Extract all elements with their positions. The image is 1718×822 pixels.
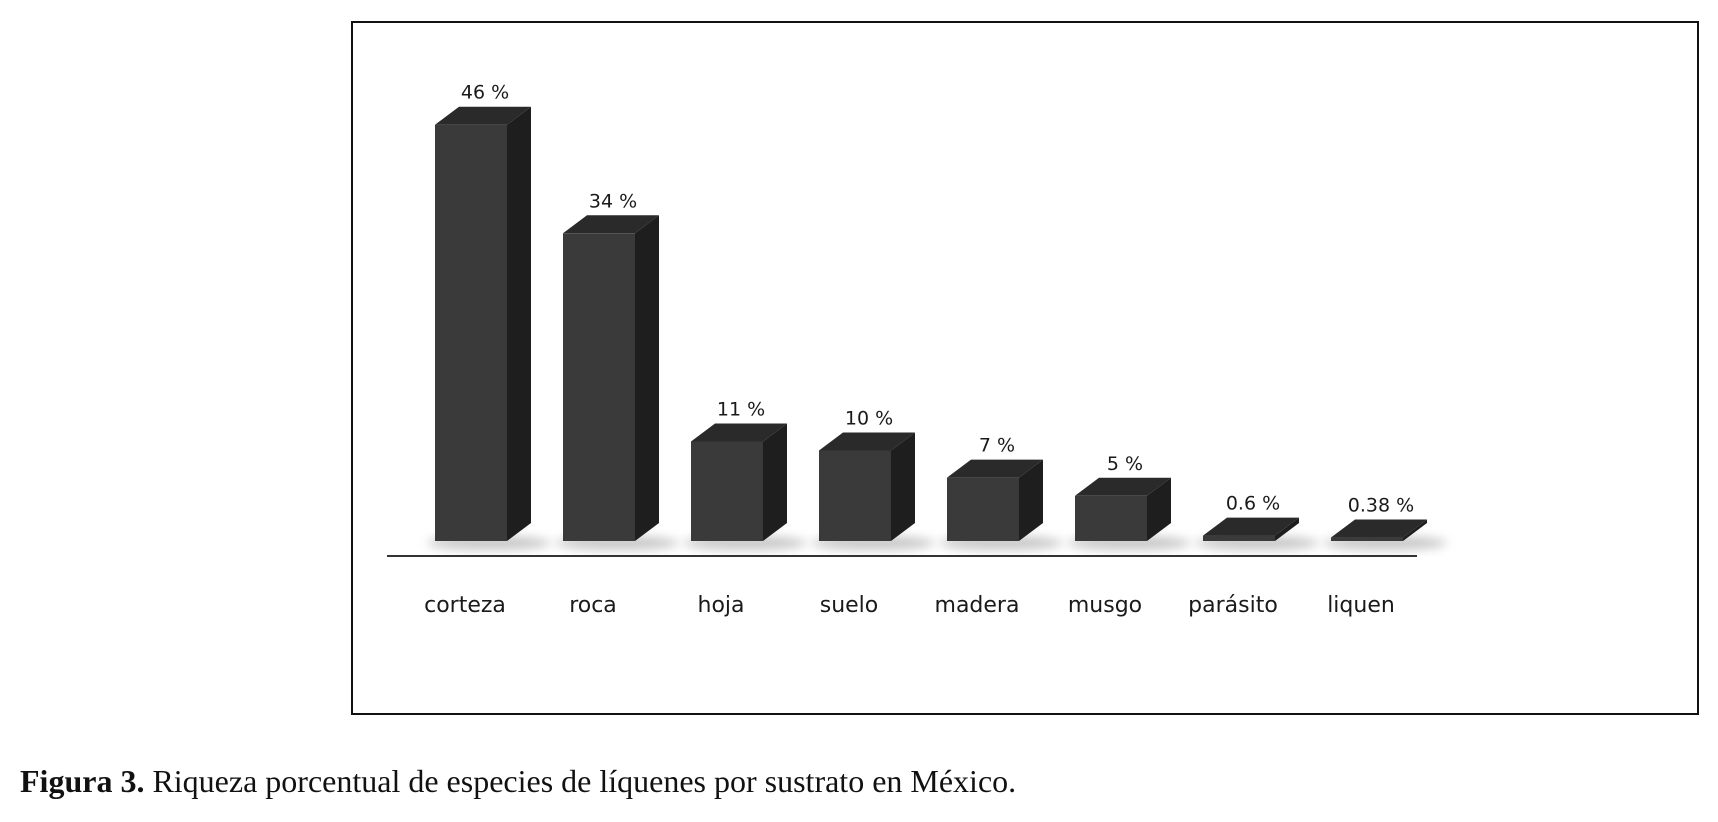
bar-top-face xyxy=(1203,517,1299,536)
bar-side-face xyxy=(1147,477,1171,541)
x-tick-label: madera xyxy=(935,593,1020,618)
bar-top-face xyxy=(435,106,531,125)
chart-frame: 46 % 34 % 11 % 10 % 7 % 5 % 0.6 % 0.38 % cortez… xyxy=(351,21,1699,715)
bar-side-face xyxy=(763,423,787,541)
figure-caption-text: Riqueza porcentual de especies de líquen… xyxy=(144,763,1017,799)
bar-side-face xyxy=(1019,459,1043,541)
bar-liquen xyxy=(1331,519,1427,541)
data-label: 11 % xyxy=(717,398,765,420)
bar-roca xyxy=(563,215,659,542)
x-tick-label: roca xyxy=(569,593,617,618)
bar-front-face xyxy=(819,450,891,541)
figure-caption: Figura 3. Riqueza porcentual de especies… xyxy=(20,763,1016,800)
bar-side-face xyxy=(1403,519,1427,541)
bar-top-face xyxy=(691,423,787,442)
bar-chart: 46 % 34 % 11 % 10 % 7 % 5 % 0.6 % 0.38 % cortez… xyxy=(387,82,1447,618)
bar-top-face xyxy=(1331,519,1427,538)
data-label: 0.38 % xyxy=(1348,495,1414,517)
data-label: 10 % xyxy=(845,408,893,430)
x-tick-label: hoja xyxy=(698,593,745,618)
x-tick-label: musgo xyxy=(1068,593,1142,618)
bar-parásito xyxy=(1203,517,1299,541)
bar-side-face xyxy=(507,106,531,541)
x-tick-label: liquen xyxy=(1327,593,1395,618)
bar-front-face xyxy=(1203,535,1275,541)
bar-madera xyxy=(947,459,1043,541)
bar-front-face xyxy=(1331,537,1403,541)
x-tick-label: corteza xyxy=(424,593,506,618)
data-label: 34 % xyxy=(589,190,637,212)
bar-front-face xyxy=(691,441,763,541)
bar-side-face xyxy=(1275,517,1299,541)
bar-front-face xyxy=(947,477,1019,541)
bar-musgo xyxy=(1075,477,1171,541)
bar-suelo xyxy=(819,432,915,541)
bar-front-face xyxy=(1075,495,1147,541)
bar-top-face xyxy=(819,432,915,451)
bar-top-face xyxy=(563,215,659,234)
bar-top-face xyxy=(1075,477,1171,496)
data-label: 0.6 % xyxy=(1226,493,1280,515)
x-tick-label: parásito xyxy=(1188,593,1278,618)
bar-top-face xyxy=(947,459,1043,478)
data-label: 46 % xyxy=(461,82,509,104)
bar-corteza xyxy=(435,106,531,541)
data-label: 5 % xyxy=(1107,453,1143,475)
bar-front-face xyxy=(563,233,635,542)
bar-front-face xyxy=(435,124,507,541)
x-tick-label: suelo xyxy=(820,593,879,618)
bar-hoja xyxy=(691,423,787,541)
bar-side-face xyxy=(635,215,659,542)
data-label: 7 % xyxy=(979,435,1015,457)
bar-side-face xyxy=(891,432,915,541)
figure-label: Figura 3. xyxy=(20,763,145,799)
